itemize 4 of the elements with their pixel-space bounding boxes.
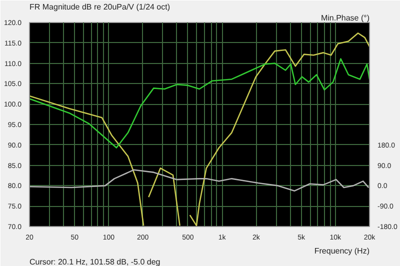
x-axis-title: Frequency (Hz) (314, 246, 370, 256)
chart-title: FR Magnitude dB re 20uPa/V (1/24 oct) (30, 2, 170, 12)
text: Cursor: 20.1 Hz, 101.58 dB, -5.0 deg (30, 258, 160, 266)
y2-axis-title: Min.Phase (°) (320, 14, 370, 22)
